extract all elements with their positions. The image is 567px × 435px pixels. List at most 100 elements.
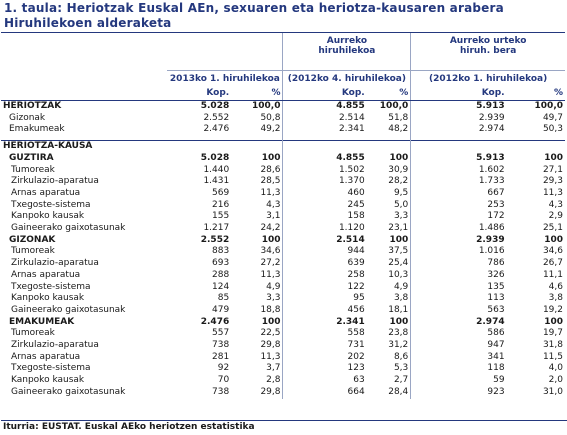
percent-cell: 100 bbox=[389, 152, 409, 163]
percent-cell: 10,3 bbox=[388, 269, 409, 280]
table-row: Arnas aparatua 569 11,3 460 9,5 667 11,3 bbox=[1, 187, 565, 200]
row-label: Kanpoko kausak bbox=[11, 375, 85, 386]
count-cell: 124 bbox=[212, 281, 230, 292]
group-row: HERIOTZAK 5.028 100,0 4.855 100,0 5.913 100,0 bbox=[1, 100, 565, 113]
percent-cell: 11,3 bbox=[260, 351, 281, 362]
percent-cell: 3,3 bbox=[393, 211, 409, 222]
percent-cell: 31,8 bbox=[542, 340, 563, 351]
percent-cell: 4,3 bbox=[266, 199, 281, 210]
percent-cell: 100 bbox=[261, 234, 281, 245]
group-row: GIZONAK 2.552 100 2.514 100 2.939 100 bbox=[1, 234, 565, 247]
count-cell: 63 bbox=[282, 375, 367, 387]
header-corner bbox=[1, 32, 168, 71]
percent-cell: 18,8 bbox=[260, 304, 281, 315]
table-row: Gaineerako gaixotasunak 738 29,8 664 28,4 923… bbox=[1, 386, 565, 399]
count-cell: 664 bbox=[282, 386, 367, 399]
percent-cell: 19,7 bbox=[542, 328, 563, 339]
percent-cell: 48,2 bbox=[388, 124, 409, 135]
table-row: Zirkulazio-aparatua 1.431 28,5 1.370 28,2 1.7… bbox=[1, 176, 565, 188]
deaths-table: Aurreko hiruhilekoa Aurreko urteko hiruh. … bbox=[1, 32, 565, 399]
count-cell: 639 bbox=[282, 258, 367, 270]
table-row: Tumoreak 557 22,5 558 23,8 586 19,7 bbox=[1, 328, 565, 341]
percent-cell: 50,3 bbox=[542, 124, 563, 135]
percent-cell: 2,0 bbox=[548, 375, 563, 386]
percent-cell: 23,1 bbox=[388, 223, 409, 234]
table-row: Kanpoko kausak 155 3,1 158 3,3 172 2,9 bbox=[1, 211, 565, 224]
percent-cell: 100 bbox=[544, 152, 563, 163]
count-cell: 85 bbox=[217, 293, 230, 304]
row-label: Gizonak bbox=[9, 112, 46, 123]
count-cell: 1.502 bbox=[282, 164, 367, 177]
header-pct-2: % bbox=[366, 88, 411, 101]
count-cell: 341 bbox=[410, 351, 507, 364]
row-label: Tumoreak bbox=[11, 246, 55, 257]
count-cell: 59 bbox=[410, 375, 507, 387]
count-cell: 118 bbox=[410, 363, 507, 376]
header-group2-line1: Aurreko bbox=[326, 36, 368, 46]
row-label: Txegoste-sistema bbox=[11, 199, 91, 210]
percent-cell: 11,1 bbox=[542, 269, 563, 280]
percent-cell: 27,2 bbox=[260, 258, 281, 269]
header-kop-3: Kop. bbox=[410, 88, 507, 101]
header-kop-2: Kop. bbox=[282, 88, 367, 101]
header-group3-title: Aurreko urteko hiruh. bera bbox=[410, 32, 565, 71]
table-row: Gizonak 2.552 50,8 2.514 51,8 2.939 49,7 bbox=[1, 112, 565, 125]
group-row: GUZTIRA 5.028 100 4.855 100 5.913 100 bbox=[1, 152, 565, 165]
percent-cell: 4,9 bbox=[393, 281, 409, 292]
count-cell: 1.120 bbox=[282, 223, 367, 235]
row-label: EMAKUMEAK bbox=[9, 316, 75, 327]
row-label: GUZTIRA bbox=[9, 152, 54, 163]
count-cell: 479 bbox=[212, 304, 230, 315]
group-row: HERIOTZA-KAUSA bbox=[1, 140, 565, 153]
percent-cell bbox=[506, 140, 565, 153]
percent-cell: 2,7 bbox=[393, 375, 409, 386]
count-cell: 2.974 bbox=[410, 316, 507, 329]
count-cell: 4.855 bbox=[282, 100, 367, 113]
percent-cell: 3,7 bbox=[266, 363, 281, 374]
header-group2-title: Aurreko hiruhilekoa bbox=[282, 32, 411, 71]
count-cell: 2.341 bbox=[282, 316, 367, 329]
count-cell: 923 bbox=[410, 386, 507, 399]
count-cell: 2.514 bbox=[282, 234, 367, 247]
percent-cell bbox=[231, 140, 283, 153]
count-cell: 1.431 bbox=[203, 176, 230, 187]
count-cell: 586 bbox=[410, 328, 507, 341]
percent-cell: 50,8 bbox=[260, 112, 281, 123]
header-row-units: Kop. % Kop. % Kop. % bbox=[1, 88, 565, 101]
table-row: Txegoste-sistema 216 4,3 245 5,0 253 4,3 bbox=[1, 199, 565, 212]
percent-cell: 3,8 bbox=[548, 293, 563, 304]
count-cell: 731 bbox=[282, 340, 367, 352]
row-label: Tumoreak bbox=[11, 164, 55, 175]
percent-cell: 25,4 bbox=[388, 258, 409, 269]
percent-cell: 3,8 bbox=[393, 293, 409, 304]
count-cell: 5.913 bbox=[410, 152, 507, 165]
header-group1-blank bbox=[167, 32, 283, 71]
count-cell: 2.476 bbox=[200, 316, 230, 327]
percent-cell: 3,3 bbox=[266, 293, 281, 304]
row-label: Kanpoko kausak bbox=[11, 293, 85, 304]
table-row: Arnas aparatua 281 11,3 202 8,6 341 11,5 bbox=[1, 351, 565, 364]
percent-cell: 37,5 bbox=[388, 246, 409, 257]
table-body: HERIOTZAK 5.028 100,0 4.855 100,0 5.913 100,0 G… bbox=[1, 100, 565, 399]
percent-cell: 25,1 bbox=[542, 223, 563, 234]
row-label: Gaineerako gaixotasunak bbox=[11, 223, 126, 234]
header-row-top: Aurreko hiruhilekoa Aurreko urteko hiruh. … bbox=[1, 32, 565, 71]
percent-cell: 30,9 bbox=[388, 164, 409, 175]
row-label: Gaineerako gaixotasunak bbox=[11, 304, 126, 315]
percent-cell: 100,0 bbox=[379, 101, 409, 111]
header-group3-line2: hiruh. bera bbox=[459, 46, 517, 56]
percent-cell: 100 bbox=[389, 234, 409, 245]
percent-cell: 4,0 bbox=[548, 363, 563, 374]
row-label: Kanpoko kausak bbox=[11, 211, 85, 222]
percent-cell: 4,3 bbox=[548, 199, 563, 210]
percent-cell: 28,6 bbox=[260, 164, 281, 175]
count-cell: 281 bbox=[212, 351, 230, 362]
count-cell: 245 bbox=[282, 199, 367, 212]
percent-cell: 29,8 bbox=[260, 386, 281, 397]
row-label: Arnas aparatua bbox=[11, 187, 81, 198]
count-cell: 460 bbox=[282, 187, 367, 200]
percent-cell: 4,6 bbox=[548, 281, 563, 292]
percent-cell: 49,2 bbox=[260, 124, 281, 135]
percent-cell: 100 bbox=[389, 316, 409, 327]
header-group3-line1: Aurreko urteko bbox=[449, 36, 527, 46]
